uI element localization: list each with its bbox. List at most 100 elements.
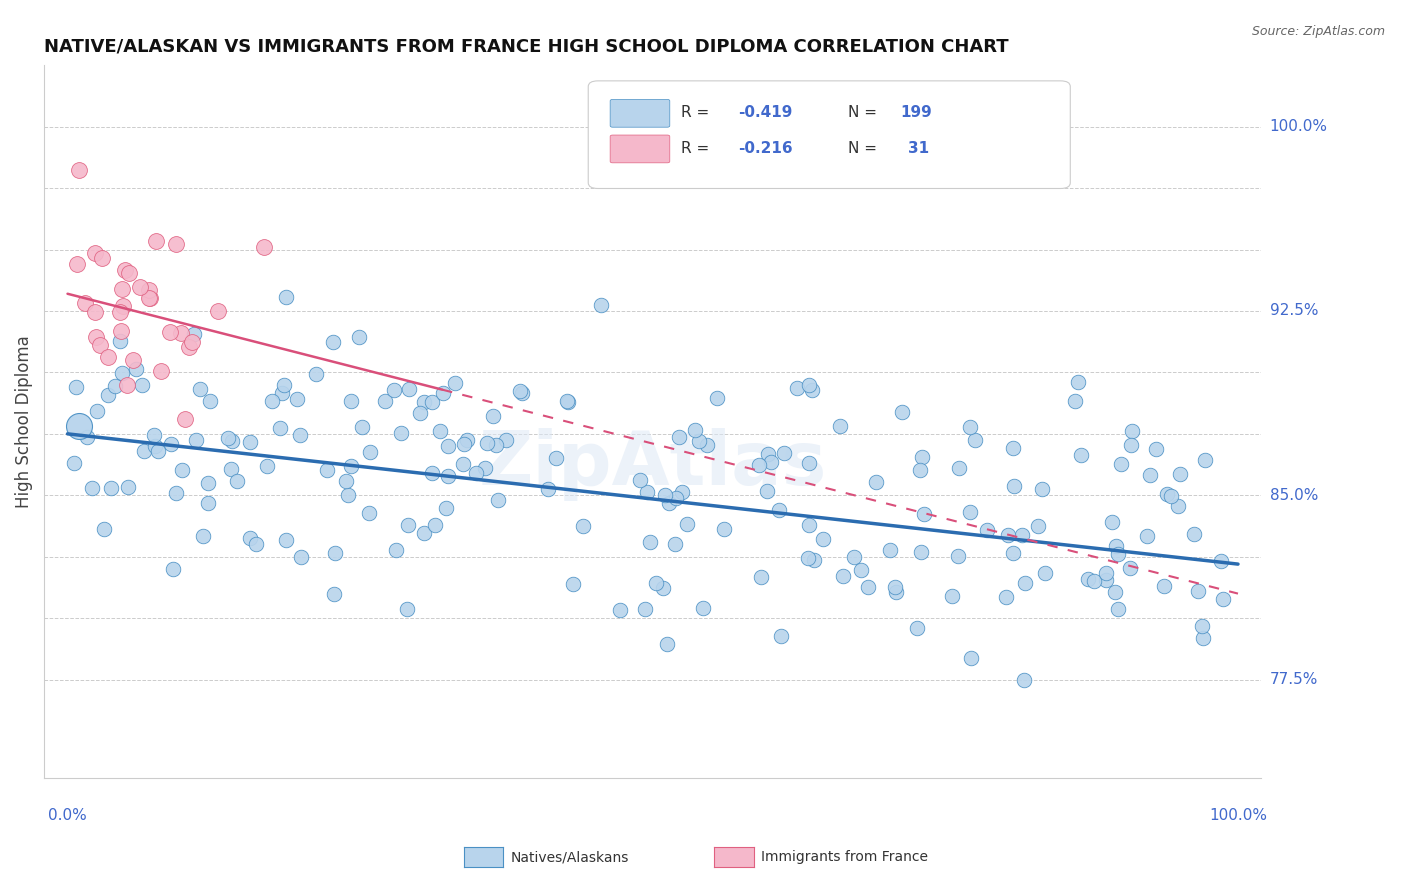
Point <box>1107 602 1129 616</box>
Point <box>963 433 986 447</box>
Point <box>865 475 887 489</box>
Point <box>114 263 136 277</box>
Point <box>756 446 779 460</box>
Point <box>1119 561 1142 575</box>
Point <box>1144 442 1167 456</box>
Point <box>396 517 419 532</box>
Text: R =: R = <box>681 141 714 156</box>
Point <box>706 391 728 405</box>
Point <box>769 629 792 643</box>
Point <box>811 532 834 546</box>
Point <box>683 423 706 437</box>
Point <box>66 257 89 271</box>
Point <box>786 381 808 395</box>
Y-axis label: High School Diploma: High School Diploma <box>15 335 32 508</box>
Point <box>174 411 197 425</box>
Point <box>658 496 681 510</box>
Point <box>713 522 735 536</box>
Point <box>1002 478 1025 492</box>
Point <box>1167 500 1189 514</box>
Point <box>335 475 357 489</box>
Point <box>124 362 146 376</box>
Point <box>374 394 396 409</box>
Text: NATIVE/ALASKAN VS IMMIGRANTS FROM FRANCE HIGH SCHOOL DIPLOMA CORRELATION CHART: NATIVE/ALASKAN VS IMMIGRANTS FROM FRANCE… <box>44 37 1008 55</box>
Point <box>636 485 658 500</box>
Point <box>111 299 134 313</box>
Point <box>122 353 145 368</box>
Point <box>1194 453 1216 467</box>
Point <box>429 424 451 438</box>
FancyBboxPatch shape <box>610 99 669 128</box>
Point <box>359 444 381 458</box>
Point <box>1031 483 1053 497</box>
Point <box>905 621 928 635</box>
Text: N =: N = <box>848 141 876 156</box>
Point <box>166 486 188 500</box>
Point <box>322 334 344 349</box>
Point <box>884 584 907 599</box>
Point <box>1105 540 1128 554</box>
Point <box>749 570 772 584</box>
Point <box>169 326 191 341</box>
Text: 0.0%: 0.0% <box>48 808 87 823</box>
Point <box>797 518 820 533</box>
Point <box>118 266 141 280</box>
Point <box>571 519 593 533</box>
Point <box>692 600 714 615</box>
Point <box>245 537 267 551</box>
Point <box>1033 566 1056 581</box>
Point <box>86 404 108 418</box>
Point <box>696 438 718 452</box>
Point <box>104 379 127 393</box>
Point <box>84 330 107 344</box>
Point <box>509 384 531 398</box>
Text: Natives/Alaskans: Natives/Alaskans <box>510 850 628 864</box>
Point <box>434 500 457 515</box>
Point <box>849 563 872 577</box>
Point <box>274 533 297 548</box>
Text: R =: R = <box>681 105 714 120</box>
Point <box>76 429 98 443</box>
Point <box>858 580 880 594</box>
Point <box>801 383 824 397</box>
Point <box>83 245 105 260</box>
Point <box>271 386 294 401</box>
Text: N =: N = <box>848 105 882 120</box>
Point <box>453 437 475 451</box>
Point <box>138 291 160 305</box>
Point <box>274 289 297 303</box>
Point <box>1139 467 1161 482</box>
Text: Source: ZipAtlas.com: Source: ZipAtlas.com <box>1251 25 1385 38</box>
Point <box>997 527 1019 541</box>
Point <box>382 383 405 397</box>
Point <box>239 531 262 545</box>
Point <box>638 535 661 549</box>
Point <box>1067 375 1090 389</box>
Point <box>80 481 103 495</box>
Point <box>1121 424 1143 438</box>
Point <box>89 338 111 352</box>
Point <box>879 542 901 557</box>
Point <box>634 602 657 616</box>
Point <box>91 251 114 265</box>
Point <box>960 650 983 665</box>
Point <box>207 303 229 318</box>
Point <box>352 419 374 434</box>
Point <box>183 327 205 342</box>
Point <box>562 577 585 591</box>
Point <box>128 280 150 294</box>
Text: ZipAtlas: ZipAtlas <box>478 428 827 500</box>
Point <box>1168 467 1191 481</box>
Point <box>1107 547 1129 561</box>
Point <box>177 340 200 354</box>
Point <box>143 427 166 442</box>
Point <box>797 456 820 470</box>
Point <box>159 326 181 340</box>
Point <box>910 545 932 559</box>
Point <box>1002 441 1025 455</box>
Point <box>474 461 496 475</box>
Point <box>253 239 276 253</box>
Point <box>891 405 914 419</box>
Point <box>273 377 295 392</box>
Point <box>1160 489 1182 503</box>
